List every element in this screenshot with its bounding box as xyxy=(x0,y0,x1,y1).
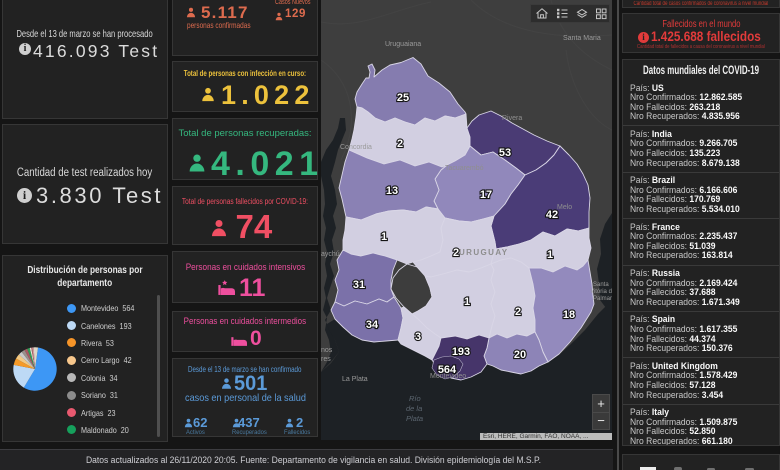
svg-text:Río: Río xyxy=(409,394,421,403)
svg-text:res: res xyxy=(321,356,331,363)
svg-text:Santa Maria: Santa Maria xyxy=(563,35,601,42)
svg-text:2: 2 xyxy=(515,306,521,318)
svg-text:Palmar: Palmar xyxy=(593,296,612,302)
svg-text:Uruguaiana: Uruguaiana xyxy=(385,41,421,48)
svg-text:18: 18 xyxy=(563,309,575,321)
svg-text:3: 3 xyxy=(415,331,421,343)
svg-text:31: 31 xyxy=(353,279,365,291)
svg-text:Montevideo: Montevideo xyxy=(430,373,466,380)
svg-text:34: 34 xyxy=(366,319,379,331)
svg-text:aychú: aychú xyxy=(321,251,340,258)
svg-text:1: 1 xyxy=(381,231,387,243)
svg-text:de la: de la xyxy=(406,404,422,413)
svg-text:42: 42 xyxy=(546,209,558,221)
svg-text:2: 2 xyxy=(453,247,459,259)
svg-text:nos: nos xyxy=(321,347,333,354)
svg-text:Plata: Plata xyxy=(406,414,423,423)
svg-text:Melo: Melo xyxy=(557,204,572,211)
svg-text:1: 1 xyxy=(464,296,470,308)
svg-text:Vitória d: Vitória d xyxy=(590,289,612,295)
svg-text:Santa: Santa xyxy=(593,282,609,288)
svg-text:17: 17 xyxy=(480,189,492,201)
svg-text:Rivera: Rivera xyxy=(502,115,522,122)
svg-text:Concordia: Concordia xyxy=(340,144,372,151)
svg-text:25: 25 xyxy=(397,92,409,104)
svg-text:20: 20 xyxy=(514,349,526,361)
svg-text:Tacuarembó: Tacuarembó xyxy=(445,165,484,172)
svg-text:53: 53 xyxy=(499,147,511,159)
svg-text:1: 1 xyxy=(547,249,553,261)
svg-text:13: 13 xyxy=(386,185,398,197)
svg-text:2: 2 xyxy=(397,138,403,150)
svg-text:193: 193 xyxy=(452,346,470,358)
svg-text:564: 564 xyxy=(438,364,457,376)
svg-text:La Plata: La Plata xyxy=(342,376,368,383)
svg-text:URUGUAY: URUGUAY xyxy=(459,248,509,257)
